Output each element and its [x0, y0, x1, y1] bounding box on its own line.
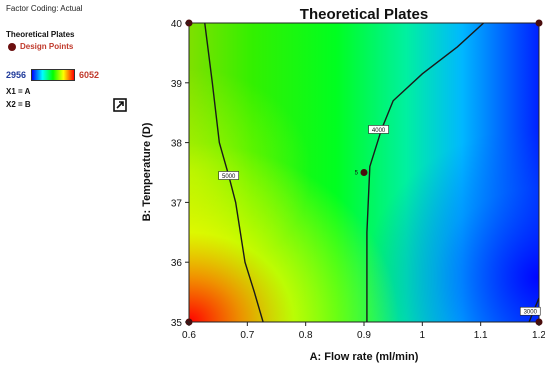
x-tick-label: 0.9	[357, 330, 371, 341]
design-point-marker-icon	[8, 42, 16, 51]
contour-label-3000: 3000	[524, 310, 538, 316]
design-point-count-label: 5	[355, 171, 359, 177]
x-tick-label: 0.8	[299, 330, 313, 341]
y-tick-label: 40	[171, 19, 183, 30]
factor-x1-label: X1 = A	[6, 87, 31, 96]
y-tick-label: 38	[171, 139, 183, 150]
x-tick-label: 1.1	[474, 330, 488, 341]
color-range-min: 2956	[6, 70, 27, 80]
color-range-max: 6052	[79, 70, 100, 80]
contour-label-4000: 4000	[372, 128, 386, 134]
y-tick-label: 37	[171, 198, 183, 209]
design-point-2	[535, 19, 543, 27]
contour-label-5000: 5000	[222, 174, 236, 180]
response-name-label: Theoretical Plates	[6, 30, 75, 39]
design-points-legend: Design Points	[8, 42, 73, 51]
y-tick-label: 39	[171, 79, 183, 90]
design-point-5	[360, 169, 368, 176]
factor-coding-label: Factor Coding: Actual	[6, 4, 83, 13]
contour-line-5000	[204, 23, 264, 322]
x-tick-label: 0.7	[240, 330, 254, 341]
chart-title: Theoretical Plates	[300, 6, 428, 23]
x-tick-label: 1	[420, 330, 426, 341]
contour-label-box-5000	[218, 171, 239, 180]
contour-line-4000	[366, 23, 485, 322]
contour-label-box-4000	[368, 125, 389, 134]
y-tick-label: 36	[171, 258, 183, 269]
factor-x2-label: X2 = B	[6, 100, 31, 109]
y-tick-label: 35	[171, 318, 183, 329]
x-axis-label: A: Flow rate (ml/min)	[310, 351, 419, 363]
expand-icon[interactable]	[113, 98, 127, 112]
x-tick-label: 0.6	[182, 330, 196, 341]
y-axis-label: B: Temperature (D)	[141, 122, 153, 221]
color-scale-bar	[31, 69, 75, 81]
x-tick-label: 1.2	[532, 330, 545, 341]
contour-label-box-3000	[519, 306, 541, 316]
design-points-label: Design Points	[20, 42, 74, 51]
